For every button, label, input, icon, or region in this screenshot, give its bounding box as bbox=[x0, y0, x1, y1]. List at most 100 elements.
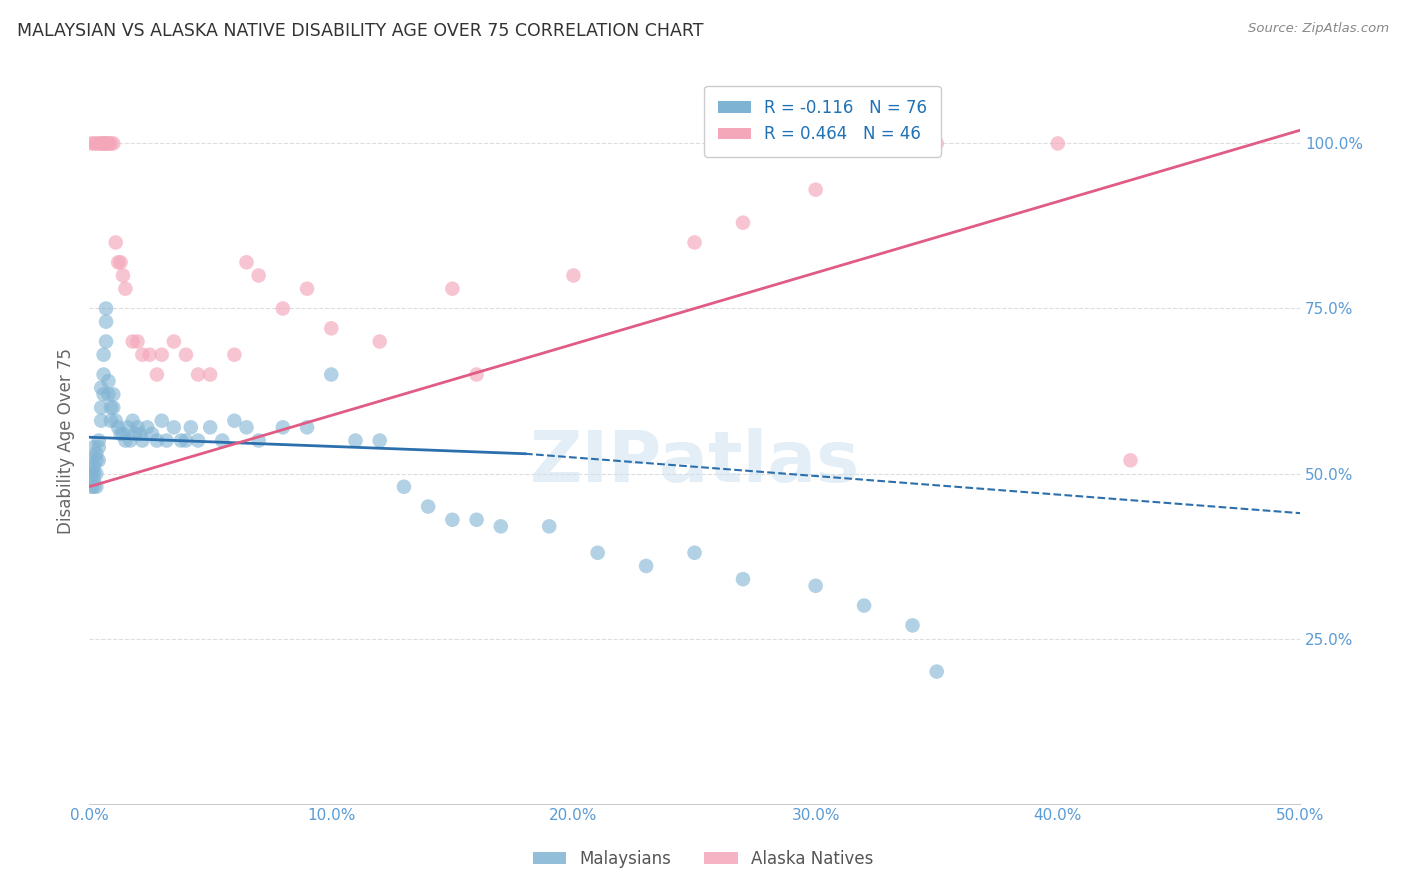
Point bbox=[731, 572, 754, 586]
Point bbox=[441, 513, 464, 527]
Point bbox=[187, 434, 209, 448]
Point bbox=[150, 348, 173, 362]
Point bbox=[121, 414, 143, 428]
Point bbox=[93, 136, 115, 151]
Point bbox=[441, 282, 464, 296]
Point bbox=[586, 546, 609, 560]
Point bbox=[150, 414, 173, 428]
Point bbox=[198, 368, 221, 382]
Point bbox=[198, 420, 221, 434]
Point bbox=[489, 519, 512, 533]
Point bbox=[114, 282, 136, 296]
Point bbox=[97, 374, 120, 388]
Point bbox=[97, 136, 120, 151]
Point bbox=[121, 334, 143, 349]
Point bbox=[138, 348, 160, 362]
Point bbox=[141, 426, 163, 441]
Point bbox=[271, 301, 294, 316]
Point bbox=[731, 216, 754, 230]
Point bbox=[100, 136, 122, 151]
Point bbox=[853, 136, 876, 151]
Point bbox=[235, 420, 257, 434]
Point bbox=[86, 136, 108, 151]
Point bbox=[804, 579, 827, 593]
Point bbox=[131, 434, 153, 448]
Point bbox=[368, 434, 391, 448]
Point bbox=[86, 447, 108, 461]
Point bbox=[80, 453, 103, 467]
Point bbox=[562, 268, 585, 283]
Point bbox=[211, 434, 233, 448]
Point bbox=[100, 401, 122, 415]
Point bbox=[83, 480, 105, 494]
Point bbox=[295, 282, 318, 296]
Point bbox=[111, 426, 134, 441]
Point bbox=[83, 459, 105, 474]
Point bbox=[163, 420, 186, 434]
Point bbox=[925, 665, 948, 679]
Point bbox=[94, 315, 117, 329]
Point bbox=[90, 136, 112, 151]
Point bbox=[94, 136, 117, 151]
Point bbox=[155, 434, 177, 448]
Point bbox=[146, 434, 169, 448]
Point bbox=[247, 434, 270, 448]
Point bbox=[90, 136, 112, 151]
Point bbox=[80, 467, 103, 481]
Point bbox=[129, 426, 152, 441]
Point bbox=[224, 348, 246, 362]
Point bbox=[344, 434, 367, 448]
Point bbox=[86, 467, 108, 481]
Point bbox=[683, 235, 706, 250]
Point bbox=[271, 420, 294, 434]
Text: MALAYSIAN VS ALASKA NATIVE DISABILITY AGE OVER 75 CORRELATION CHART: MALAYSIAN VS ALASKA NATIVE DISABILITY AG… bbox=[17, 22, 703, 40]
Point bbox=[86, 453, 108, 467]
Point bbox=[114, 434, 136, 448]
Point bbox=[90, 401, 112, 415]
Point bbox=[111, 268, 134, 283]
Point bbox=[87, 136, 110, 151]
Point bbox=[180, 420, 202, 434]
Point bbox=[368, 334, 391, 349]
Point bbox=[901, 618, 924, 632]
Point bbox=[117, 420, 139, 434]
Point bbox=[465, 368, 488, 382]
Point bbox=[538, 519, 561, 533]
Point bbox=[247, 268, 270, 283]
Point bbox=[107, 255, 129, 269]
Point bbox=[83, 473, 105, 487]
Point bbox=[87, 434, 110, 448]
Point bbox=[418, 500, 440, 514]
Point bbox=[124, 426, 146, 441]
Point bbox=[804, 183, 827, 197]
Point bbox=[163, 334, 186, 349]
Point bbox=[392, 480, 415, 494]
Point bbox=[93, 368, 115, 382]
Point bbox=[93, 348, 115, 362]
Point bbox=[110, 255, 132, 269]
Point bbox=[636, 558, 658, 573]
Point bbox=[97, 387, 120, 401]
Point bbox=[295, 420, 318, 434]
Point bbox=[103, 401, 125, 415]
Point bbox=[1046, 136, 1069, 151]
Point bbox=[174, 348, 197, 362]
Point bbox=[170, 434, 193, 448]
Point bbox=[146, 368, 169, 382]
Point bbox=[80, 136, 103, 151]
Point bbox=[127, 420, 149, 434]
Point bbox=[120, 434, 142, 448]
Point bbox=[174, 434, 197, 448]
Point bbox=[925, 136, 948, 151]
Point bbox=[104, 235, 127, 250]
Point bbox=[83, 440, 105, 454]
Point bbox=[131, 348, 153, 362]
Point bbox=[321, 368, 343, 382]
Point bbox=[1119, 453, 1142, 467]
Point bbox=[224, 414, 246, 428]
Point bbox=[683, 546, 706, 560]
Point bbox=[127, 334, 149, 349]
Point bbox=[321, 321, 343, 335]
Text: ZIPatlas: ZIPatlas bbox=[530, 428, 859, 497]
Point bbox=[110, 426, 132, 441]
